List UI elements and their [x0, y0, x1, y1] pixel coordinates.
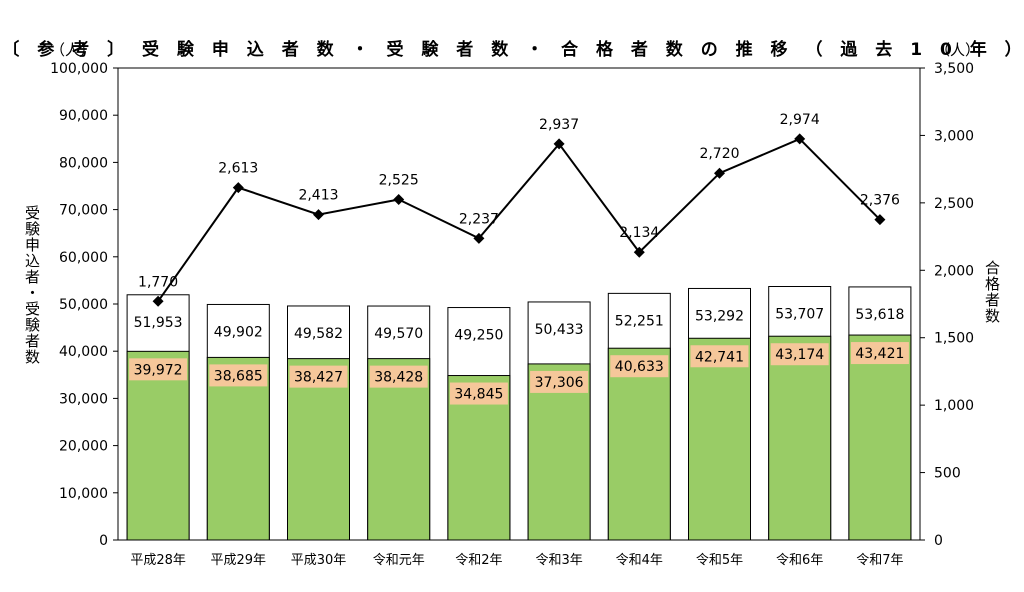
passers-data-label: 2,413: [298, 188, 338, 204]
passers-data-label: 2,525: [379, 172, 419, 188]
category-label: 平成30年: [291, 553, 347, 568]
left-tick-label: 50,000: [59, 297, 108, 313]
bar-examinees: [287, 358, 350, 541]
passers-point: [553, 138, 565, 150]
bar-examinees: [527, 363, 591, 541]
applicants-data-label: 53,292: [695, 308, 744, 324]
examinees-data-label: 34,845: [454, 387, 503, 403]
passers-data-label: 2,134: [619, 225, 659, 241]
category-label: 令和6年: [776, 553, 823, 568]
category-label: 令和4年: [616, 553, 663, 568]
left-tick-label: 60,000: [59, 250, 108, 266]
passers-point: [473, 232, 485, 244]
examinees-label-bg: [369, 365, 428, 388]
examinees-label-bg: [129, 358, 188, 381]
category-label: 平成28年: [130, 553, 186, 568]
examinees-label-bg: [289, 365, 348, 388]
passers-data-label: 2,720: [699, 146, 739, 162]
examinees-label-bg: [850, 342, 909, 365]
applicants-data-label: 49,582: [294, 326, 343, 342]
bar-examinees: [688, 337, 751, 541]
applicants-data-label: 49,570: [374, 326, 423, 342]
bar-examinees: [367, 358, 431, 541]
examinees-data-label: 42,741: [695, 349, 744, 365]
passers-data-label: 2,974: [780, 112, 820, 128]
applicants-data-label: 53,707: [775, 307, 824, 323]
examinees-data-label: 43,421: [855, 346, 904, 362]
right-tick-label: 3,500: [934, 61, 974, 77]
examinees-data-label: 38,427: [294, 370, 343, 386]
category-label: 令和2年: [455, 553, 502, 568]
left-tick-label: 70,000: [59, 203, 108, 219]
left-tick-label: 10,000: [59, 486, 108, 502]
passers-line: [157, 137, 881, 302]
examinees-label-bg: [770, 343, 829, 366]
category-label: 令和3年: [535, 553, 582, 568]
applicants-data-label: 49,902: [214, 324, 263, 340]
passers-data-label: 1,770: [138, 274, 178, 290]
passers-point: [874, 214, 886, 226]
passers-data-label: 2,613: [218, 161, 258, 177]
left-tick-label: 20,000: [59, 439, 108, 455]
examinees-data-label: 38,428: [374, 370, 423, 386]
examinees-label-bg: [690, 345, 749, 368]
left-tick-label: 80,000: [59, 155, 108, 171]
chart-title: 〔 参 考 〕 受 験 申 込 者 数 ・ 受 験 者 数 ・ 合 格 者 数 …: [2, 39, 1024, 60]
passers-data-label: 2,237: [459, 211, 499, 227]
right-tick-label: 2,000: [934, 263, 974, 279]
passers-point: [633, 246, 645, 258]
applicants-data-label: 49,250: [454, 328, 503, 344]
right-tick-label: 3,000: [934, 128, 974, 144]
left-tick-label: 90,000: [59, 108, 108, 124]
examinees-label-bg: [209, 364, 268, 387]
right-tick-label: 500: [934, 466, 961, 482]
right-axis-unit: （人）: [935, 41, 980, 59]
examinees-data-label: 37,306: [535, 375, 584, 391]
examinees-label-bg: [449, 382, 508, 405]
bar-examinees: [126, 350, 190, 541]
right-tick-label: 1,500: [934, 331, 974, 347]
examinees-label-bg: [530, 370, 589, 393]
ticks-layer: 0 10,000 20,000 30,000 40,000 50,000 60,000 70,…: [50, 61, 974, 568]
applicants-data-label: 53,618: [855, 307, 904, 323]
examinees-data-label: 39,972: [134, 362, 183, 378]
passers-point: [313, 209, 324, 221]
category-label: 令和7年: [856, 553, 903, 568]
right-tick-label: 1,000: [934, 398, 974, 414]
right-tick-label: 0: [934, 533, 943, 549]
bar-examinees: [848, 334, 912, 541]
bar-examinees: [768, 335, 832, 541]
examinees-data-label: 40,633: [615, 359, 664, 375]
passers-point: [794, 133, 806, 145]
passers-data-label: 2,376: [860, 193, 900, 209]
left-tick-label: 30,000: [59, 391, 108, 407]
left-tick-label: 0: [99, 533, 108, 549]
passers-point: [152, 295, 164, 307]
examinees-label-bg: [610, 355, 669, 378]
applicants-data-label: 51,953: [134, 315, 183, 331]
passers-data-label: 2,937: [539, 117, 579, 133]
passers-point: [714, 167, 725, 179]
examinees-data-label: 38,685: [214, 368, 263, 384]
left-tick-label: 40,000: [59, 344, 108, 360]
right-axis-label: 合格者数: [983, 260, 1001, 324]
category-label: 令和5年: [696, 553, 743, 568]
applicants-data-label: 50,433: [535, 322, 584, 338]
bars-layer: 51,953 39,972 49,902 38,685 49,582 38,427 49,5…: [126, 286, 912, 541]
bar-examinees: [206, 356, 270, 541]
left-axis-unit: （人）: [50, 41, 95, 59]
line-layer: 1,770 2,613 2,413 2,525 2,237 2,937 2,134 2,720…: [138, 112, 900, 307]
applicants-data-label: 52,251: [615, 313, 664, 329]
category-label: 令和元年: [373, 553, 425, 568]
passers-point: [232, 182, 244, 194]
category-label: 平成29年: [211, 553, 267, 568]
right-tick-label: 2,500: [934, 196, 974, 212]
left-tick-label: 100,000: [50, 61, 108, 77]
examinees-data-label: 43,174: [775, 347, 824, 363]
bar-examinees: [607, 347, 671, 541]
passers-point: [393, 193, 405, 205]
left-axis-label: 受験申込者・受験者数: [23, 205, 41, 365]
